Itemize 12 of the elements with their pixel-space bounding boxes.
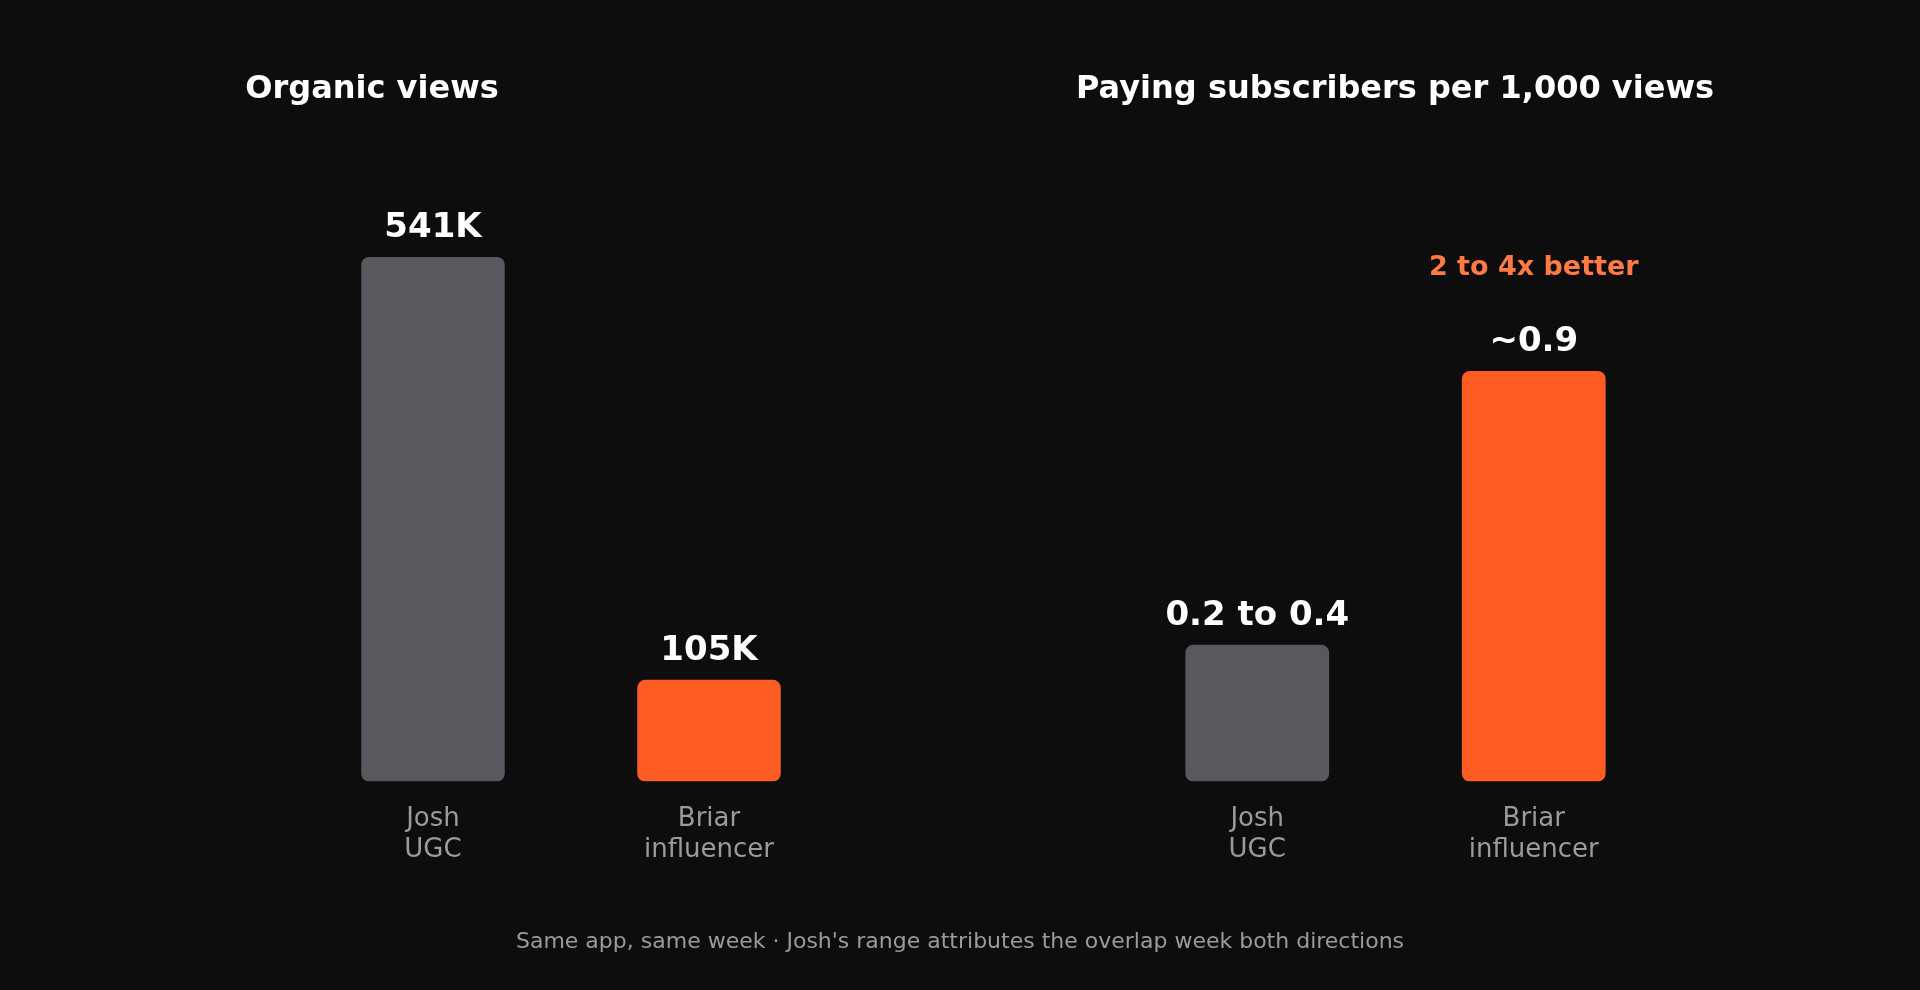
annotation: 0.2 to 0.4 <box>1165 592 1350 633</box>
text: Same app, same week · Josh's range attributes the overlap week both directions <box>514 928 1406 953</box>
text: 2 to 4x better <box>1428 249 1640 281</box>
data-label: 105K <box>660 627 760 668</box>
x-tick-label: Josh UGC <box>1228 801 1286 864</box>
chart-title: Organic views <box>245 68 499 107</box>
data-label: ~0.9 <box>1489 318 1579 359</box>
x-tick-label: Briar influencer <box>643 801 775 864</box>
chart-title: Paying subscribers per 1,000 views <box>1076 68 1714 107</box>
x-tick-label: Briar influencer <box>1468 801 1600 864</box>
x-tick-label: Josh UGC <box>404 801 462 864</box>
data-label: 541K <box>384 204 484 245</box>
